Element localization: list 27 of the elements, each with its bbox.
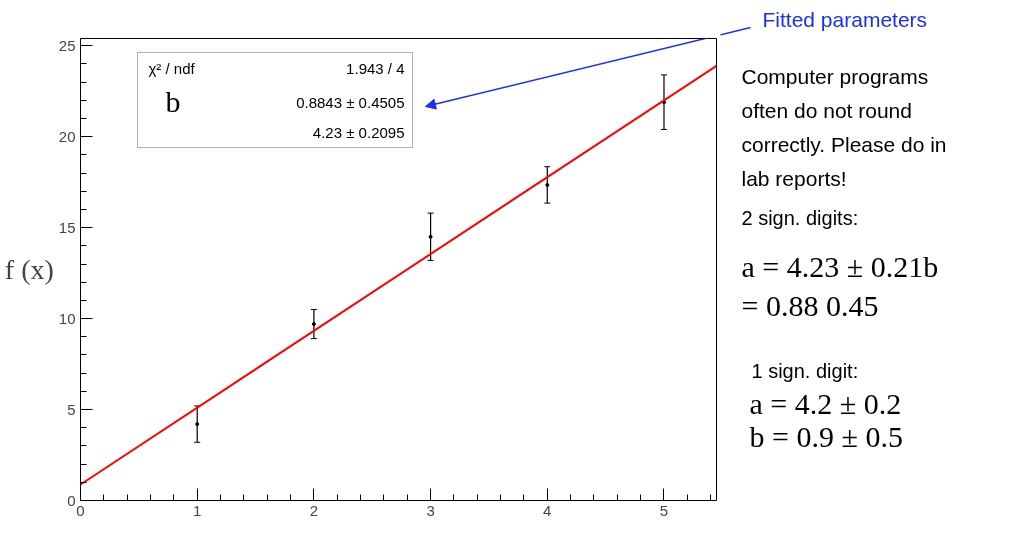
x-tick-label: 3	[426, 501, 435, 519]
x-tick-label: 1	[193, 501, 202, 519]
annotation: 1.943 / 4	[346, 60, 405, 77]
annotation: χ² / ndf	[148, 60, 196, 77]
text: often do not round	[741, 99, 912, 122]
text: 2 sign. digits:	[741, 206, 859, 229]
y-tick-label: 5	[67, 400, 76, 418]
text: Fitted parameters	[762, 8, 928, 31]
text: Computer programs	[741, 65, 929, 88]
x-tick-label: 2	[309, 501, 319, 519]
annotation: b	[165, 85, 181, 118]
y-tick-label: 15	[58, 218, 76, 236]
text: a = 4.2 ± 0.2	[749, 387, 902, 420]
text: b = 0.9 ± 0.5	[749, 420, 903, 453]
y-tick-label: 20	[58, 127, 76, 145]
annotation: 0.8843 ± 0.4505	[296, 94, 405, 111]
text: = 0.88 0.45	[741, 289, 879, 322]
y-tick-label: 25	[58, 36, 76, 54]
x-tick-label: 4	[543, 501, 552, 519]
x-tick-label: 5	[659, 501, 669, 519]
y-tick-label: 10	[58, 309, 76, 327]
text: correctly. Please do in	[741, 133, 947, 156]
annotation: 4.23 ± 0.2095	[312, 124, 405, 141]
y-axis-title: f (x)	[4, 254, 54, 285]
text: a = 4.23 ± 0.21b	[741, 250, 939, 283]
text: lab reports!	[741, 167, 847, 190]
text: 1 sign. digit:	[751, 359, 859, 382]
